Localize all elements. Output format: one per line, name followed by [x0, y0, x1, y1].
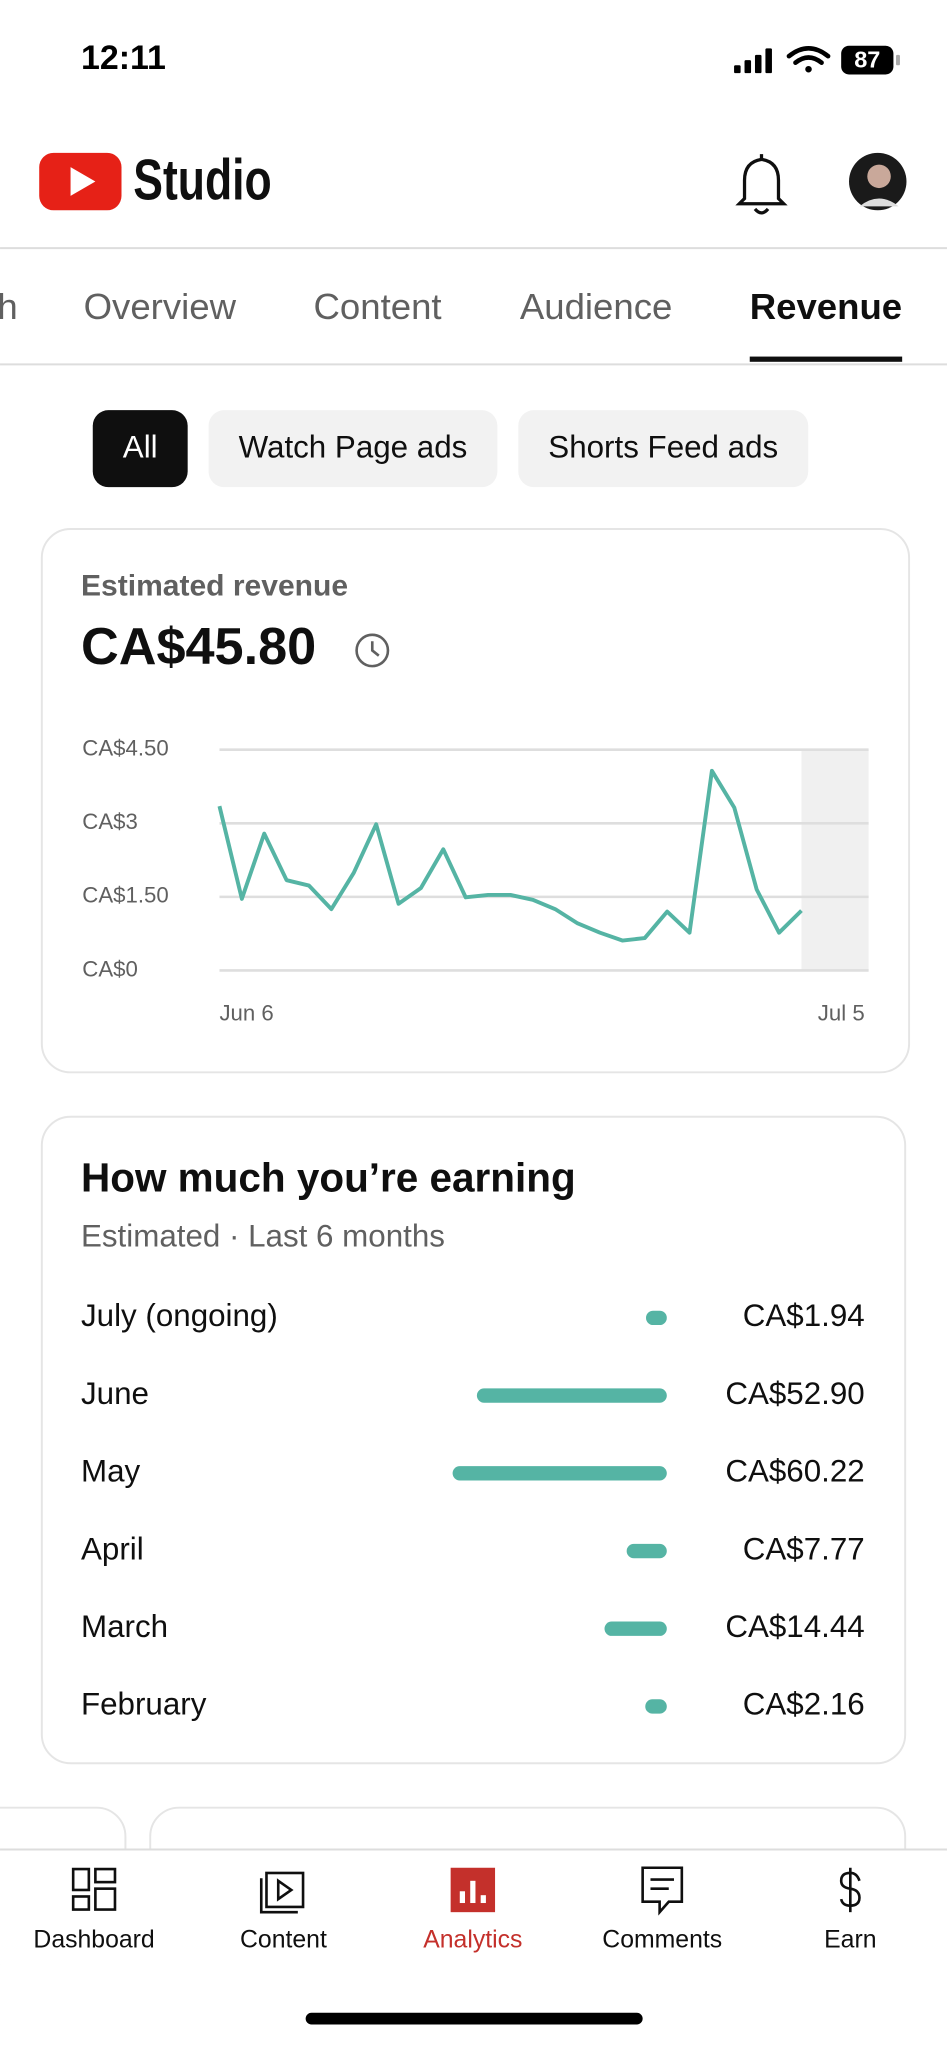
- app-title: Studio: [133, 148, 271, 212]
- y-tick-label: CA$0: [82, 956, 138, 981]
- revenue-line: [217, 768, 803, 943]
- signal-icon: [734, 48, 772, 74]
- chip-label[interactable]: Watch Page ads: [239, 430, 468, 465]
- revenue-total: CA$45.80: [81, 618, 316, 676]
- x-tick-label: Jun 6: [219, 1001, 273, 1026]
- tab[interactable]: Overview: [84, 286, 237, 327]
- nav-label[interactable]: Analytics: [423, 1926, 522, 1953]
- incomplete-region: [801, 749, 869, 971]
- nav-label[interactable]: Earn: [824, 1926, 876, 1953]
- revenue-card: [40, 528, 911, 1074]
- battery-tip: [896, 54, 900, 66]
- month-label: July (ongoing): [81, 1298, 278, 1333]
- filter-chip[interactable]: [208, 410, 498, 488]
- y-tick-label: CA$1.50: [82, 883, 168, 908]
- nav-icons: [71, 1866, 861, 1916]
- month-label: May: [81, 1454, 141, 1489]
- logo-play: [70, 167, 96, 196]
- avatar[interactable]: [849, 152, 907, 211]
- filter-chip[interactable]: [518, 410, 809, 488]
- month-label: February: [81, 1687, 207, 1722]
- battery-icon: [841, 45, 894, 75]
- earnings-value: CA$1.94: [743, 1298, 865, 1333]
- chip-label[interactable]: Shorts Feed ads: [548, 430, 778, 465]
- y-tick-label: CA$4.50: [82, 736, 168, 761]
- month-label: March: [81, 1609, 168, 1644]
- tab[interactable]: Content: [314, 286, 442, 327]
- nav-label[interactable]: Dashboard: [33, 1926, 154, 1953]
- chip-label[interactable]: All: [123, 430, 158, 465]
- tab[interactable]: Revenue: [750, 286, 902, 327]
- filter-chip[interactable]: [92, 410, 188, 488]
- nav-label[interactable]: Comments: [602, 1926, 722, 1953]
- wifi-icon: [786, 46, 831, 73]
- month-label: June: [81, 1376, 149, 1411]
- earnings-card: [40, 1115, 907, 1765]
- card-subtitle: Estimated · Last 6 months: [81, 1218, 445, 1253]
- x-tick-label: Jul 5: [818, 1001, 865, 1026]
- nav-label[interactable]: Content: [240, 1926, 327, 1953]
- tab[interactable]: Audience: [520, 286, 672, 327]
- clock-icon: [355, 633, 390, 668]
- card-title: How much you’re earning: [81, 1154, 576, 1200]
- status-time: 12:11: [81, 39, 166, 77]
- notifications-button[interactable]: [735, 154, 788, 215]
- tab-indicator: [749, 356, 903, 362]
- y-tick-label: CA$3: [82, 809, 138, 834]
- earnings-value: CA$7.77: [743, 1531, 865, 1566]
- earnings-value: CA$14.44: [725, 1609, 864, 1644]
- earnings-value: CA$60.22: [725, 1454, 864, 1489]
- home-indicator: [305, 2012, 643, 2025]
- earnings-value: CA$52.90: [725, 1376, 864, 1411]
- month-label: April: [81, 1531, 144, 1566]
- battery-level: 87: [854, 47, 880, 73]
- analytics-icon-bars: [459, 1880, 486, 1904]
- card-title: Estimated revenue: [81, 570, 348, 603]
- earnings-value: CA$2.16: [743, 1687, 865, 1722]
- tab[interactable]: h: [0, 286, 18, 327]
